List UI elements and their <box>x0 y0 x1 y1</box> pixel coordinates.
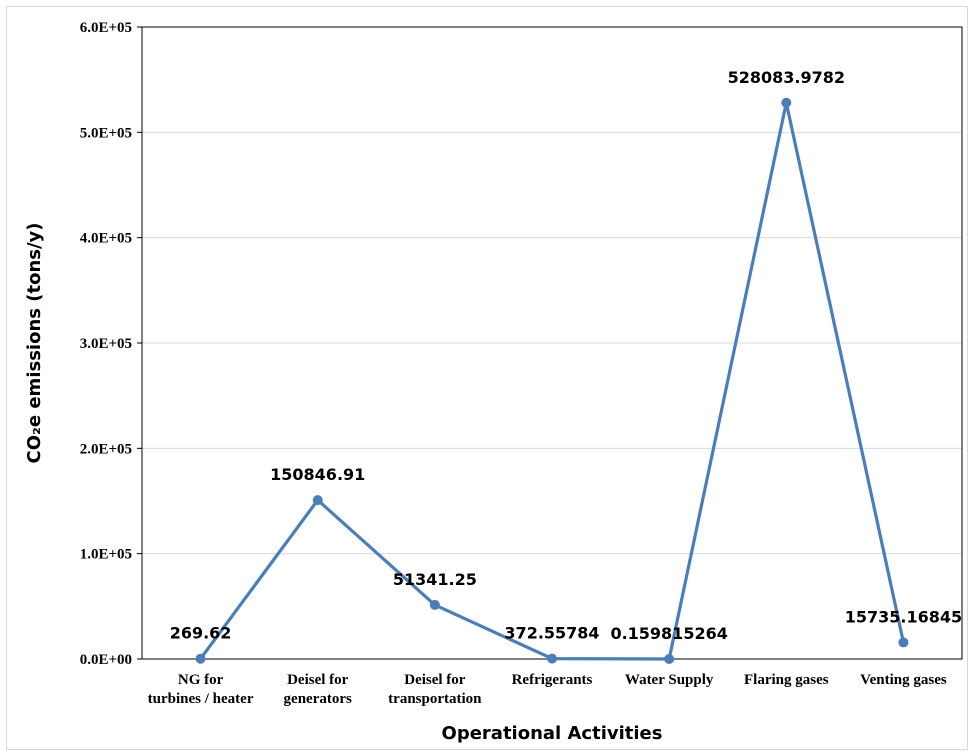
y-tick-label: 0.0E+00 <box>80 652 132 668</box>
data-label: 15735.16845 <box>845 607 962 626</box>
data-point <box>898 637 909 648</box>
data-point <box>547 653 557 664</box>
x-category-label: Flaring gases <box>744 672 829 688</box>
x-category-label: Refrigerants <box>512 672 593 688</box>
y-tick-label: 1.0E+05 <box>80 547 132 563</box>
data-point <box>429 599 440 610</box>
y-axis-title: CO₂e emissions (tons/y) <box>24 222 45 463</box>
y-tick-label: 5.0E+05 <box>80 125 132 141</box>
data-label: 372.55784 <box>504 624 599 643</box>
line-chart: 0.0E+00 1.0E+05 2.0E+05 3.0E+05 4.0E+05 5.0E+… <box>24 20 963 744</box>
x-category-label: Water Supply <box>625 672 714 688</box>
data-point <box>312 495 323 506</box>
data-label: 150846.91 <box>270 465 365 484</box>
x-category-label: Deisel for transportation <box>388 672 482 707</box>
series-line <box>199 101 905 661</box>
data-label: 51341.25 <box>393 570 477 589</box>
y-tick-label: 4.0E+05 <box>80 231 132 247</box>
x-category-label: NG for turbines / heater <box>148 672 254 707</box>
x-category-label: Venting gases <box>860 672 947 688</box>
y-tick-label: 3.0E+05 <box>80 336 132 352</box>
data-label: 528083.9782 <box>728 68 845 87</box>
x-axis-title: Operational Activities <box>442 723 663 744</box>
data-point <box>664 653 675 664</box>
data-point <box>781 97 792 108</box>
data-label: 269.62 <box>170 624 232 643</box>
data-point <box>195 653 206 664</box>
y-tick-label: 2.0E+05 <box>80 441 132 457</box>
x-category-label: Deisel for generators <box>284 672 352 707</box>
data-label: 0.159815264 <box>610 624 727 643</box>
y-tick-label: 6.0E+05 <box>80 20 132 36</box>
chart-frame: 0.0E+00 1.0E+05 2.0E+05 3.0E+05 4.0E+05 5.0E+… <box>6 6 968 750</box>
